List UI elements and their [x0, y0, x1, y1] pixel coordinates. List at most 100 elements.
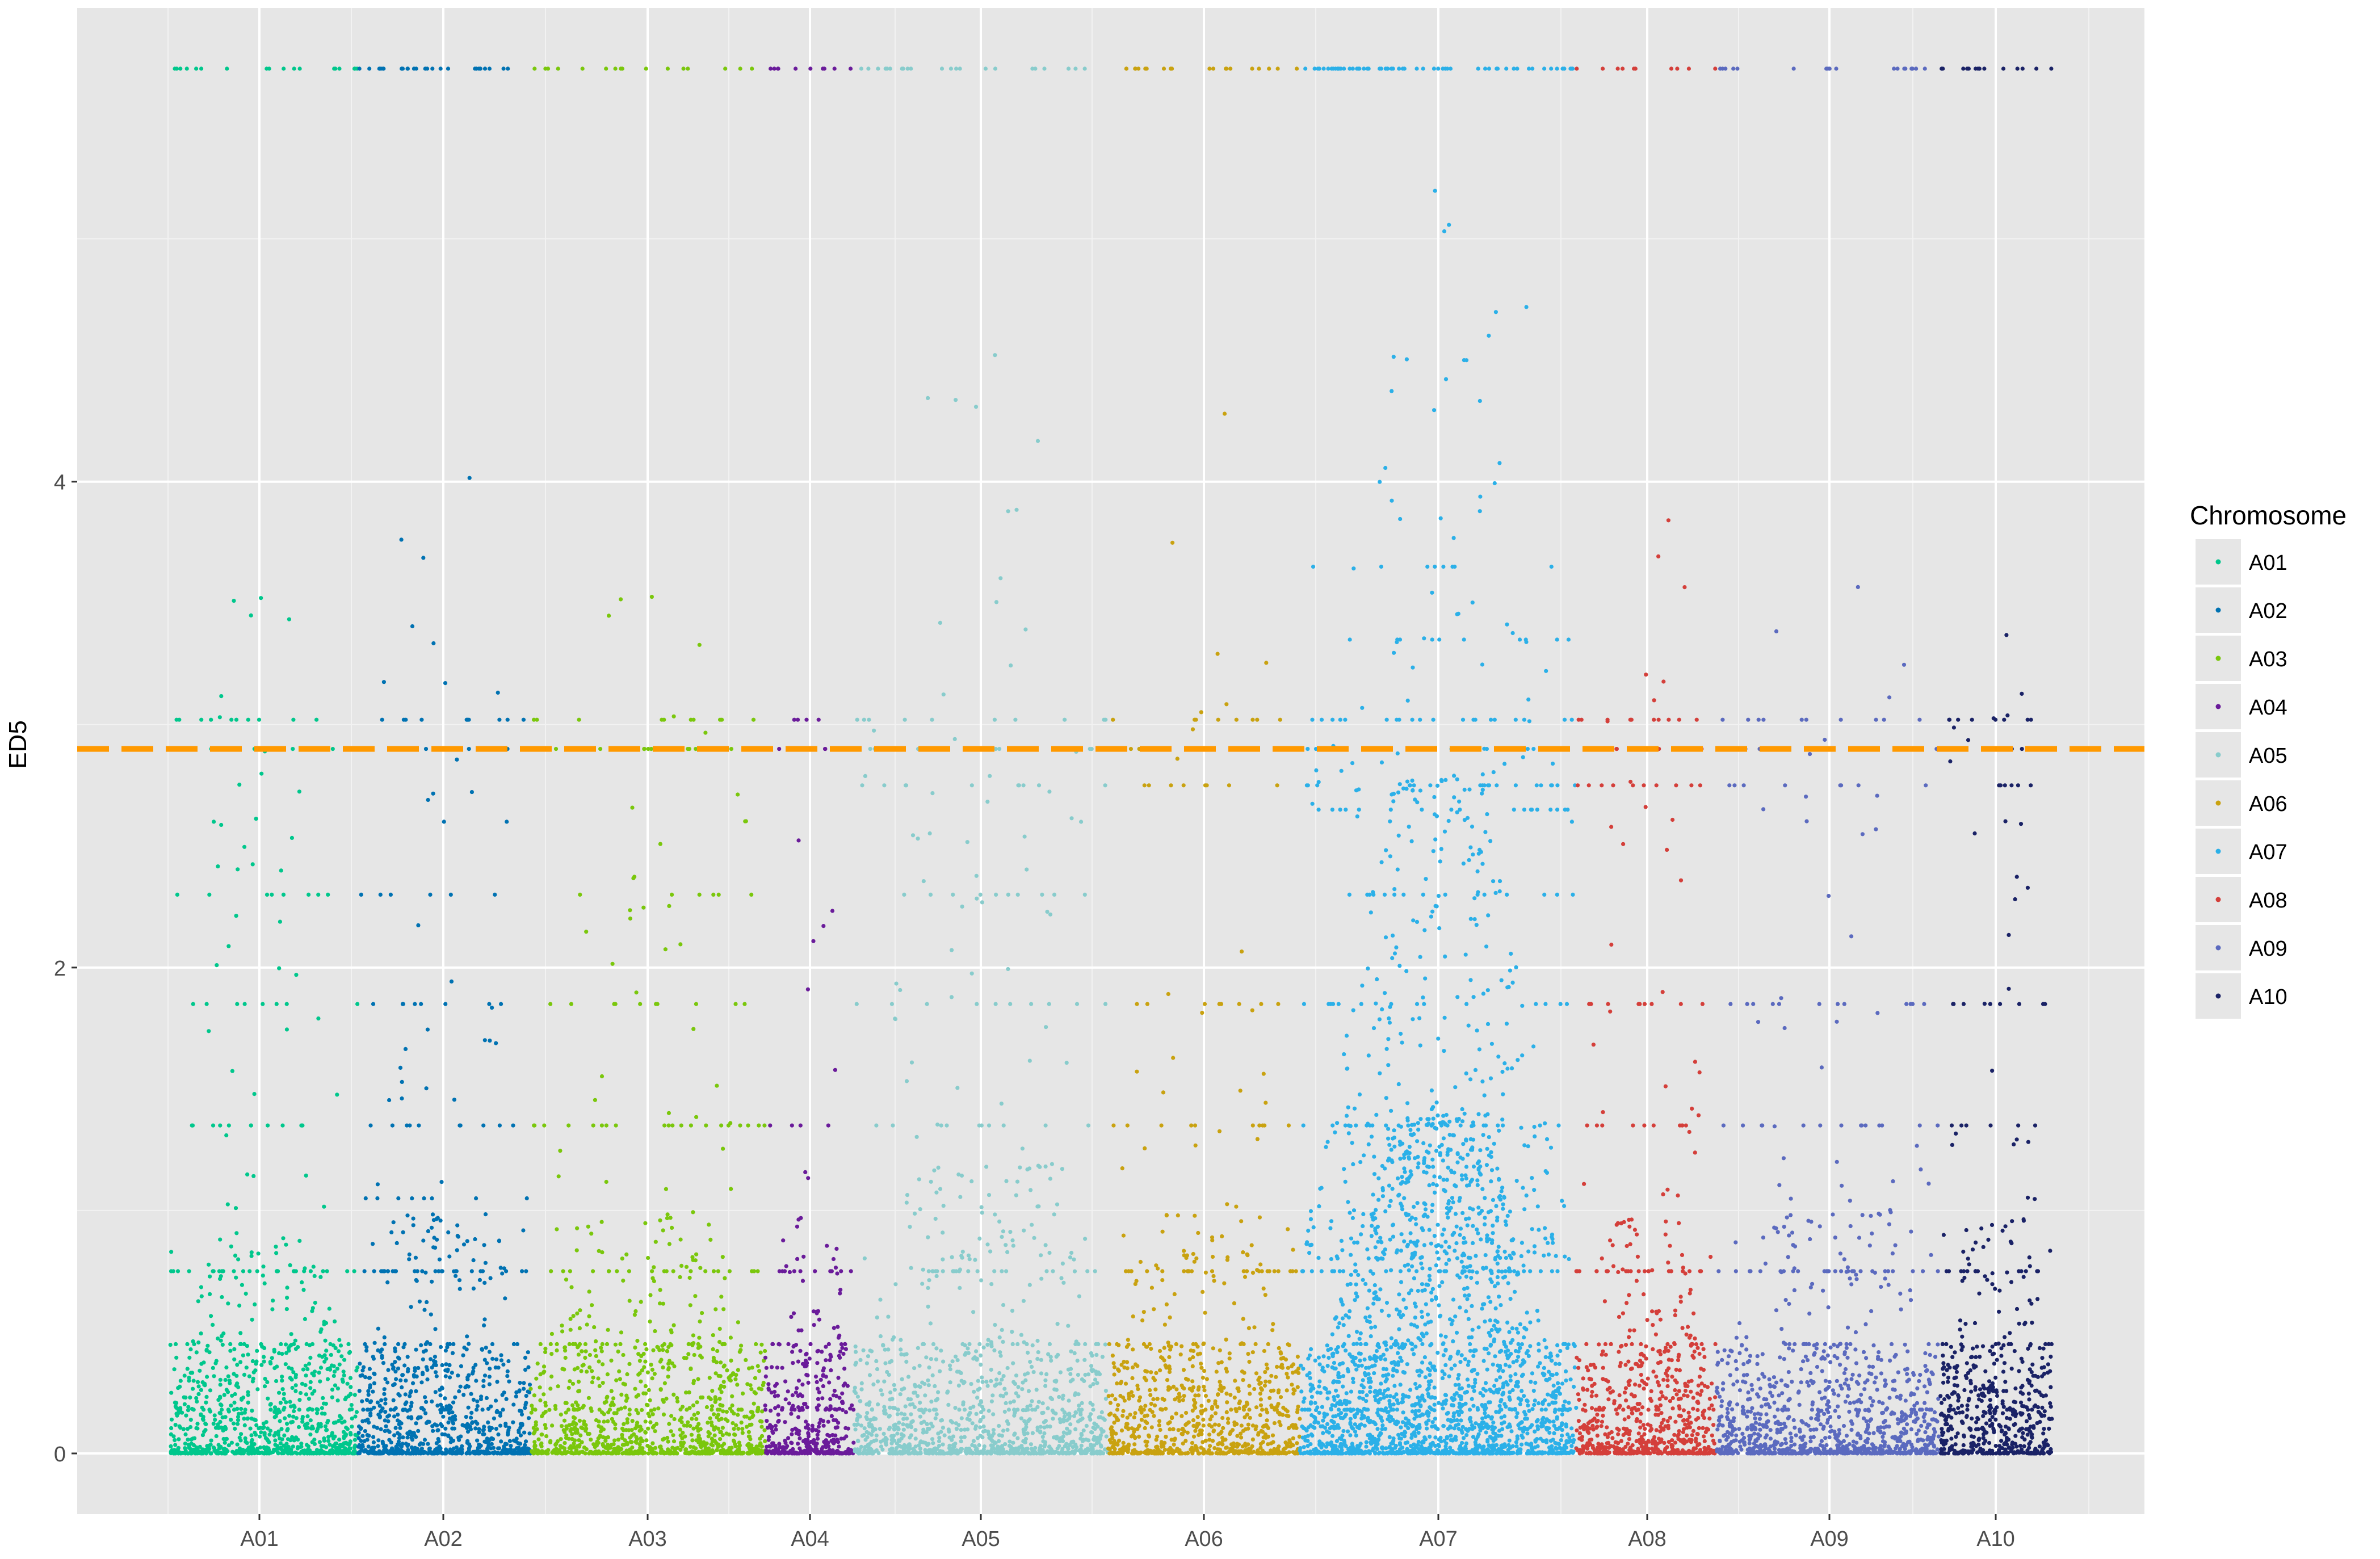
data-point [183, 1373, 187, 1377]
data-point [730, 1394, 734, 1398]
data-point [175, 1414, 179, 1418]
data-point [700, 1396, 704, 1400]
data-point [490, 1357, 494, 1361]
data-point [671, 1393, 675, 1397]
data-point [280, 1352, 284, 1356]
data-point [417, 1124, 421, 1128]
data-point [658, 842, 662, 846]
data-point [709, 1397, 713, 1401]
data-point [600, 1074, 604, 1078]
data-point [1031, 1343, 1035, 1347]
data-point [690, 1255, 694, 1259]
data-point [195, 1422, 199, 1426]
data-point [330, 1434, 334, 1438]
data-point [1050, 1397, 1054, 1401]
data-point [314, 718, 318, 722]
data-point [501, 1407, 505, 1411]
data-point [911, 1419, 915, 1423]
data-point [1019, 1417, 1023, 1421]
data-point [692, 1413, 696, 1417]
data-point [1014, 508, 1018, 512]
data-point [869, 1418, 873, 1422]
data-point [230, 1394, 234, 1398]
data-point [1088, 1418, 1092, 1422]
data-point [279, 868, 283, 872]
data-point [1016, 1394, 1020, 1398]
data-point [730, 1409, 734, 1413]
data-point [685, 1424, 689, 1428]
data-point [606, 1328, 610, 1332]
data-point [458, 1287, 462, 1291]
data-point [915, 1135, 919, 1139]
data-point [719, 1360, 723, 1364]
data-point [796, 1442, 800, 1445]
data-point [205, 1375, 209, 1379]
data-point [506, 718, 510, 722]
data-point [1002, 1387, 1006, 1391]
data-point [234, 1276, 238, 1280]
data-point [382, 680, 386, 684]
data-point [590, 1380, 594, 1384]
data-point [716, 1413, 720, 1417]
data-point [648, 1445, 652, 1449]
data-point [718, 1327, 722, 1331]
data-point [706, 1421, 710, 1424]
data-point [670, 1226, 674, 1230]
data-point [358, 1362, 362, 1365]
data-point [430, 66, 434, 70]
data-point [340, 1421, 344, 1424]
data-point [1039, 1277, 1043, 1281]
data-point [595, 1443, 599, 1447]
data-point [868, 747, 872, 751]
data-point [1079, 1447, 1083, 1451]
data-point [968, 1257, 972, 1261]
data-point [938, 1187, 942, 1191]
data-point [221, 1331, 225, 1335]
data-point [882, 783, 886, 787]
data-point [1010, 1330, 1014, 1334]
data-point [184, 1449, 188, 1453]
data-point [863, 1426, 867, 1430]
data-point [431, 1212, 435, 1216]
data-point [253, 1302, 257, 1306]
data-point [289, 1367, 293, 1371]
data-point [744, 819, 748, 823]
data-point [591, 1269, 595, 1273]
data-point [759, 1425, 763, 1429]
data-point [836, 1376, 840, 1380]
data-point [1032, 1370, 1036, 1374]
data-point [828, 1397, 832, 1401]
data-point [363, 1429, 367, 1433]
data-point [874, 1124, 878, 1128]
data-point [712, 1269, 716, 1273]
data-point [209, 1314, 213, 1318]
data-point [424, 1400, 428, 1404]
data-point [358, 1451, 362, 1455]
data-point [1035, 1339, 1039, 1343]
data-point [867, 718, 871, 722]
data-point [337, 1438, 341, 1442]
data-point [1044, 1419, 1048, 1423]
data-point [893, 1423, 897, 1427]
data-point [576, 1389, 580, 1393]
data-point [776, 66, 780, 70]
data-point [927, 1383, 931, 1387]
data-point [967, 1254, 971, 1258]
data-point [835, 1271, 839, 1275]
data-point [199, 1331, 203, 1335]
data-point [286, 1449, 290, 1453]
data-point [979, 1278, 983, 1282]
data-point [236, 867, 240, 871]
data-point [414, 1256, 418, 1260]
data-point [439, 1422, 443, 1426]
data-point [937, 1166, 941, 1170]
data-point [638, 1359, 642, 1363]
data-point [808, 1356, 812, 1360]
data-point [225, 66, 229, 70]
data-point [1066, 1324, 1070, 1328]
data-point [169, 1343, 173, 1347]
data-point [912, 1366, 916, 1370]
data-point [749, 893, 753, 897]
data-point [383, 1401, 387, 1405]
data-point [1013, 1382, 1017, 1386]
